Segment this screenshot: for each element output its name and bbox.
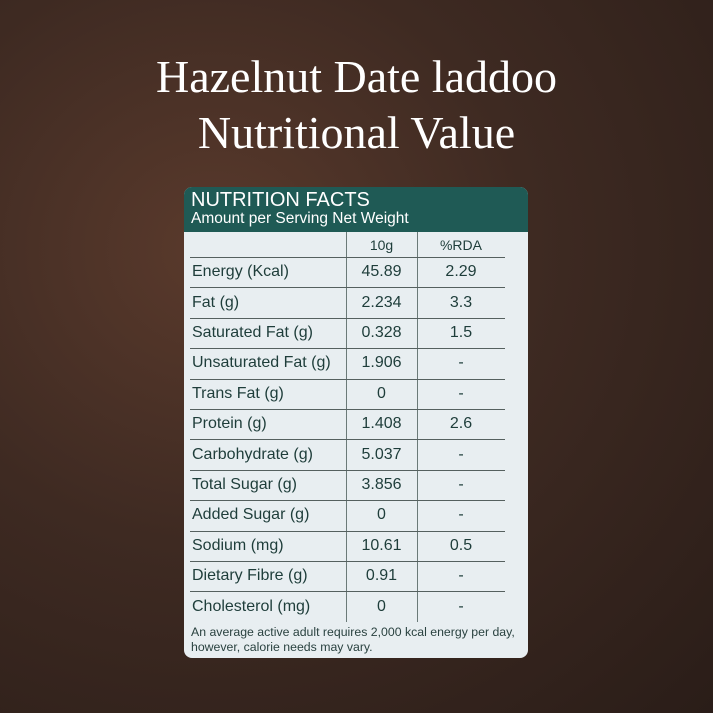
table-row: Added Sugar (g) 0 - xyxy=(184,500,528,530)
row-divider xyxy=(190,530,505,532)
nutrient-rda: - xyxy=(458,506,464,524)
table-row: Dietary Fibre (g) 0.91 - xyxy=(184,561,528,591)
nutrition-facts-card: NUTRITION FACTS Amount per Serving Net W… xyxy=(184,187,528,658)
nutrient-rda: - xyxy=(458,597,464,615)
row-divider xyxy=(190,317,505,319)
nutrient-value: 0 xyxy=(377,506,386,524)
nutrient-rda: 1.5 xyxy=(449,323,473,341)
nutrient-label: Dietary Fibre (g) xyxy=(192,567,308,585)
table-row: Protein (g) 1.408 2.6 xyxy=(184,409,528,439)
nutrient-label: Trans Fat (g) xyxy=(192,384,284,402)
nutrient-value: 0.328 xyxy=(361,323,402,341)
footnote: An average active adult requires 2,000 k… xyxy=(191,625,515,654)
nutrient-label: Unsaturated Fat (g) xyxy=(192,354,331,372)
row-divider xyxy=(190,348,505,350)
nutrient-label: Sodium (mg) xyxy=(192,536,284,554)
nutrient-rda: - xyxy=(458,445,464,463)
table-row: Trans Fat (g) 0 - xyxy=(184,379,528,409)
nutrient-rda: 3.3 xyxy=(449,293,473,311)
card-subheading: Amount per Serving Net Weight xyxy=(191,210,409,227)
nutrient-value: 0.91 xyxy=(365,567,398,585)
nutrient-label: Cholesterol (mg) xyxy=(192,597,311,615)
nutrient-rda: 2.6 xyxy=(449,415,473,433)
table-row: Saturated Fat (g) 0.328 1.5 xyxy=(184,318,528,348)
nutrient-label: Saturated Fat (g) xyxy=(192,323,313,341)
title-line-2: Nutritional Value xyxy=(197,107,516,158)
nutrient-value: 2.234 xyxy=(361,293,402,311)
title-line-1: Hazelnut Date laddoo xyxy=(155,51,558,102)
nutrient-rda: 2.29 xyxy=(445,263,477,281)
nutrient-rda: - xyxy=(458,475,464,493)
row-divider xyxy=(190,409,505,410)
row-divider xyxy=(190,257,505,258)
row-divider xyxy=(190,591,505,593)
nutrient-label: Added Sugar (g) xyxy=(192,506,310,524)
nutrient-label: Carbohydrate (g) xyxy=(192,445,313,463)
row-divider xyxy=(190,439,505,441)
column-divider xyxy=(417,232,418,622)
card-header: NUTRITION FACTS Amount per Serving Net W… xyxy=(184,187,528,232)
column-header-rda: %RDA xyxy=(439,236,482,253)
column-header-row: 10g %RDA xyxy=(184,232,528,257)
table-row: Carbohydrate (g) 5.037 - xyxy=(184,439,528,469)
nutrient-value: 45.89 xyxy=(361,263,402,281)
table-row: Energy (Kcal) 45.89 2.29 xyxy=(184,257,528,287)
nutrient-label: Fat (g) xyxy=(192,293,240,311)
nutrient-value: 1.906 xyxy=(361,354,402,372)
nutrient-rda: - xyxy=(458,567,464,585)
nutrient-rda: - xyxy=(458,384,464,402)
row-divider xyxy=(190,469,505,471)
row-divider xyxy=(190,378,505,380)
column-divider xyxy=(346,232,347,622)
nutrient-value: 3.856 xyxy=(361,475,402,493)
column-header-amount: 10g xyxy=(369,236,394,253)
nutrient-rda: - xyxy=(458,354,464,372)
row-divider xyxy=(190,561,505,562)
table-row: Sodium (mg) 10.61 0.5 xyxy=(184,531,528,561)
table-row: Total Sugar (g) 3.856 - xyxy=(184,470,528,500)
nutrient-rda: 0.5 xyxy=(449,536,473,554)
row-divider xyxy=(190,500,505,502)
nutrient-label: Energy (Kcal) xyxy=(192,263,289,281)
card-heading: NUTRITION FACTS xyxy=(191,189,370,211)
nutrient-value: 1.408 xyxy=(361,415,402,433)
table-row: Unsaturated Fat (g) 1.906 - xyxy=(184,348,528,378)
row-divider xyxy=(190,287,505,289)
nutrient-value: 0 xyxy=(377,597,386,615)
nutrient-label: Total Sugar (g) xyxy=(192,475,297,493)
nutrient-value: 10.61 xyxy=(361,536,402,554)
nutrient-value: 0 xyxy=(377,384,386,402)
table-row: Cholesterol (mg) 0 - xyxy=(184,591,528,621)
nutrient-value: 5.037 xyxy=(361,445,402,463)
nutrient-label: Protein (g) xyxy=(192,415,267,433)
table-row: Fat (g) 2.234 3.3 xyxy=(184,287,528,317)
